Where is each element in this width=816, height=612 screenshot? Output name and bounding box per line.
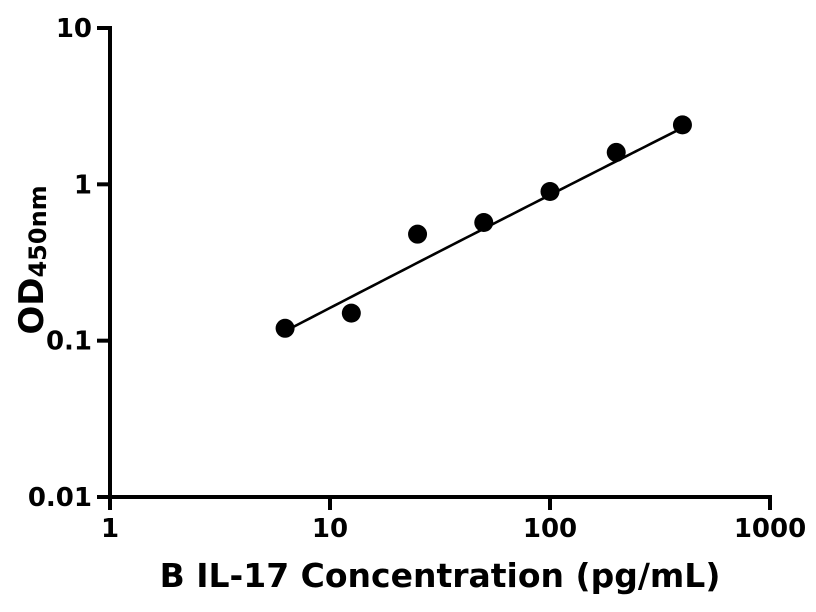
x-tick-label: 1000 [734, 514, 806, 544]
y-axis-title: OD450nm [9, 140, 55, 380]
y-axis-label-main: OD [12, 277, 52, 335]
y-tick-label: 10 [56, 14, 92, 44]
data-point [408, 224, 428, 244]
x-tick-label: 1 [101, 514, 119, 544]
data-point [606, 142, 626, 162]
data-point [275, 318, 295, 338]
x-tick-label: 100 [523, 514, 577, 544]
y-axis-label-subscript: 450nm [23, 185, 52, 278]
x-axis-title: B IL-17 Concentration (pg/mL) [159, 556, 721, 595]
data-point [672, 115, 692, 135]
data-point [341, 303, 361, 323]
y-tick-label: 1 [74, 170, 92, 200]
y-tick-label: 0.1 [46, 327, 92, 357]
data-point [540, 181, 560, 201]
data-point [474, 213, 494, 232]
y-tick-label: 0.01 [28, 483, 92, 513]
x-tick-label: 10 [312, 514, 348, 544]
